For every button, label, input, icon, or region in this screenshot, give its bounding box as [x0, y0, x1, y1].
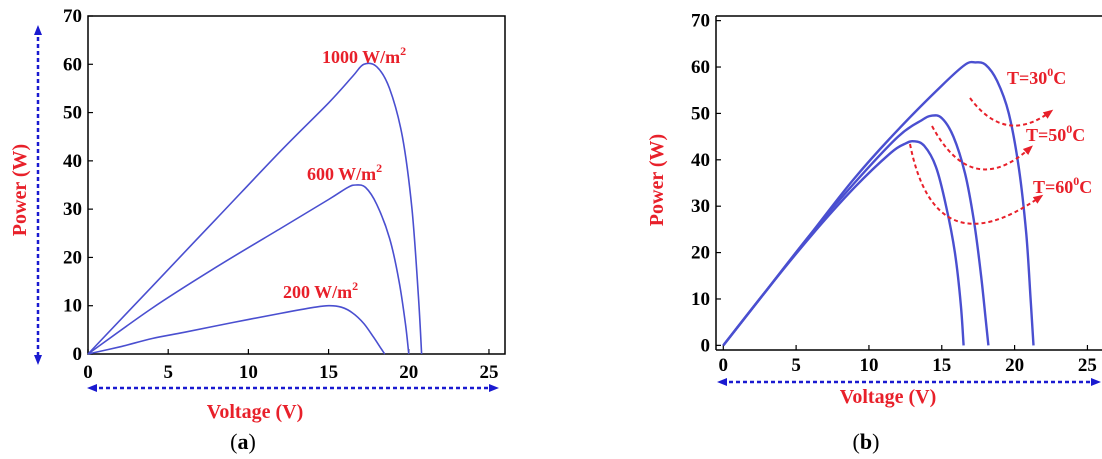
- chart-b-y-ticks: 0 10 20 30 40 50 60 70: [691, 11, 721, 356]
- chart-b-series: [722, 60, 1035, 347]
- chart-b-xtick-label: 15: [932, 355, 951, 376]
- chart-b-xtick-label: 10: [859, 355, 878, 376]
- chart-a-xtick-label: 5: [163, 362, 173, 383]
- chart-b-ytick-label: 40: [691, 150, 710, 171]
- chart-a-y-ticks: 0 10 20 30 40 50 60 70: [63, 6, 93, 365]
- chart-b-ytick-label: 20: [691, 243, 710, 264]
- chart-a-annotation-200: 200 W/m2: [283, 279, 358, 302]
- chart-b-ytick-label: 70: [691, 11, 710, 32]
- chart-a-xtick-label: 25: [479, 362, 498, 383]
- chart-a-annotation-600: 600 W/m2: [307, 161, 382, 184]
- chart-b-xlabel: Voltage (V): [840, 386, 936, 408]
- chart-b-annotation-60: T=600C: [1033, 174, 1092, 197]
- chart-b-ytick-label: 30: [691, 196, 710, 217]
- chart-a-series: [87, 62, 423, 355]
- chart-a-ylabel: Power (W): [9, 144, 31, 236]
- chart-b: 0 10 20 30 40 50 60 70 0 5 10 15 20 25 T=300C T=500C…: [646, 11, 1102, 454]
- chart-b-xtick-label: 25: [1078, 355, 1097, 376]
- chart-b-ytick-label: 50: [691, 103, 710, 124]
- chart-a: 0 10 20 30 40 50 60 70 0 5 10 15 20 25 1000 W/m2 600…: [9, 6, 506, 454]
- chart-a-caption: (a): [230, 429, 256, 454]
- chart-b-ytick-label: 0: [701, 335, 711, 356]
- chart-a-ytick-label: 70: [63, 6, 82, 27]
- chart-a-x-ticks: 0 5 10 15 20 25: [83, 349, 498, 383]
- chart-a-series-1-line: [87, 62, 423, 355]
- chart-a-ytick-label: 50: [63, 103, 82, 124]
- chart-b-annotation-50: T=500C: [1026, 122, 1085, 145]
- chart-b-xtick-label: 20: [1005, 355, 1024, 376]
- chart-a-ytick-label: 10: [63, 296, 82, 317]
- chart-a-xtick-label: 10: [239, 362, 258, 383]
- chart-a-xlabel: Voltage (V): [207, 401, 303, 423]
- chart-b-ytick-label: 10: [691, 289, 710, 310]
- chart-a-ytick-label: 0: [73, 344, 83, 365]
- chart-b-caption: (b): [853, 429, 880, 454]
- chart-a-xtick-label: 15: [319, 362, 338, 383]
- chart-b-ylabel: Power (W): [646, 134, 668, 226]
- chart-b-series-2-line: [722, 114, 990, 347]
- chart-b-series-3-line: [722, 140, 965, 347]
- chart-b-arrow-60: [909, 143, 1044, 225]
- chart-a-ytick-label: 20: [63, 247, 82, 268]
- chart-a-annotation-1000: 1000 W/m2: [322, 44, 406, 67]
- chart-b-annotation-30: T=300C: [1007, 65, 1066, 88]
- chart-b-arrow-50: [931, 125, 1033, 171]
- chart-a-ytick-label: 60: [63, 54, 82, 75]
- chart-a-series-2-line: [87, 184, 410, 355]
- chart-b-ytick-label: 60: [691, 57, 710, 78]
- chart-a-ytick-label: 40: [63, 151, 82, 172]
- chart-a-ytick-label: 30: [63, 199, 82, 220]
- chart-b-x-ticks: 0 5 10 15 20 25: [719, 345, 1097, 376]
- chart-a-frame: [87, 15, 506, 355]
- chart-a-xtick-label: 20: [399, 362, 418, 383]
- chart-b-series-1-line: [722, 60, 1035, 347]
- chart-b-xtick-label: 5: [791, 355, 801, 376]
- chart-b-xtick-label: 0: [719, 355, 729, 376]
- chart-a-xtick-label: 0: [83, 362, 93, 383]
- chart-a-series-3-line: [87, 304, 386, 355]
